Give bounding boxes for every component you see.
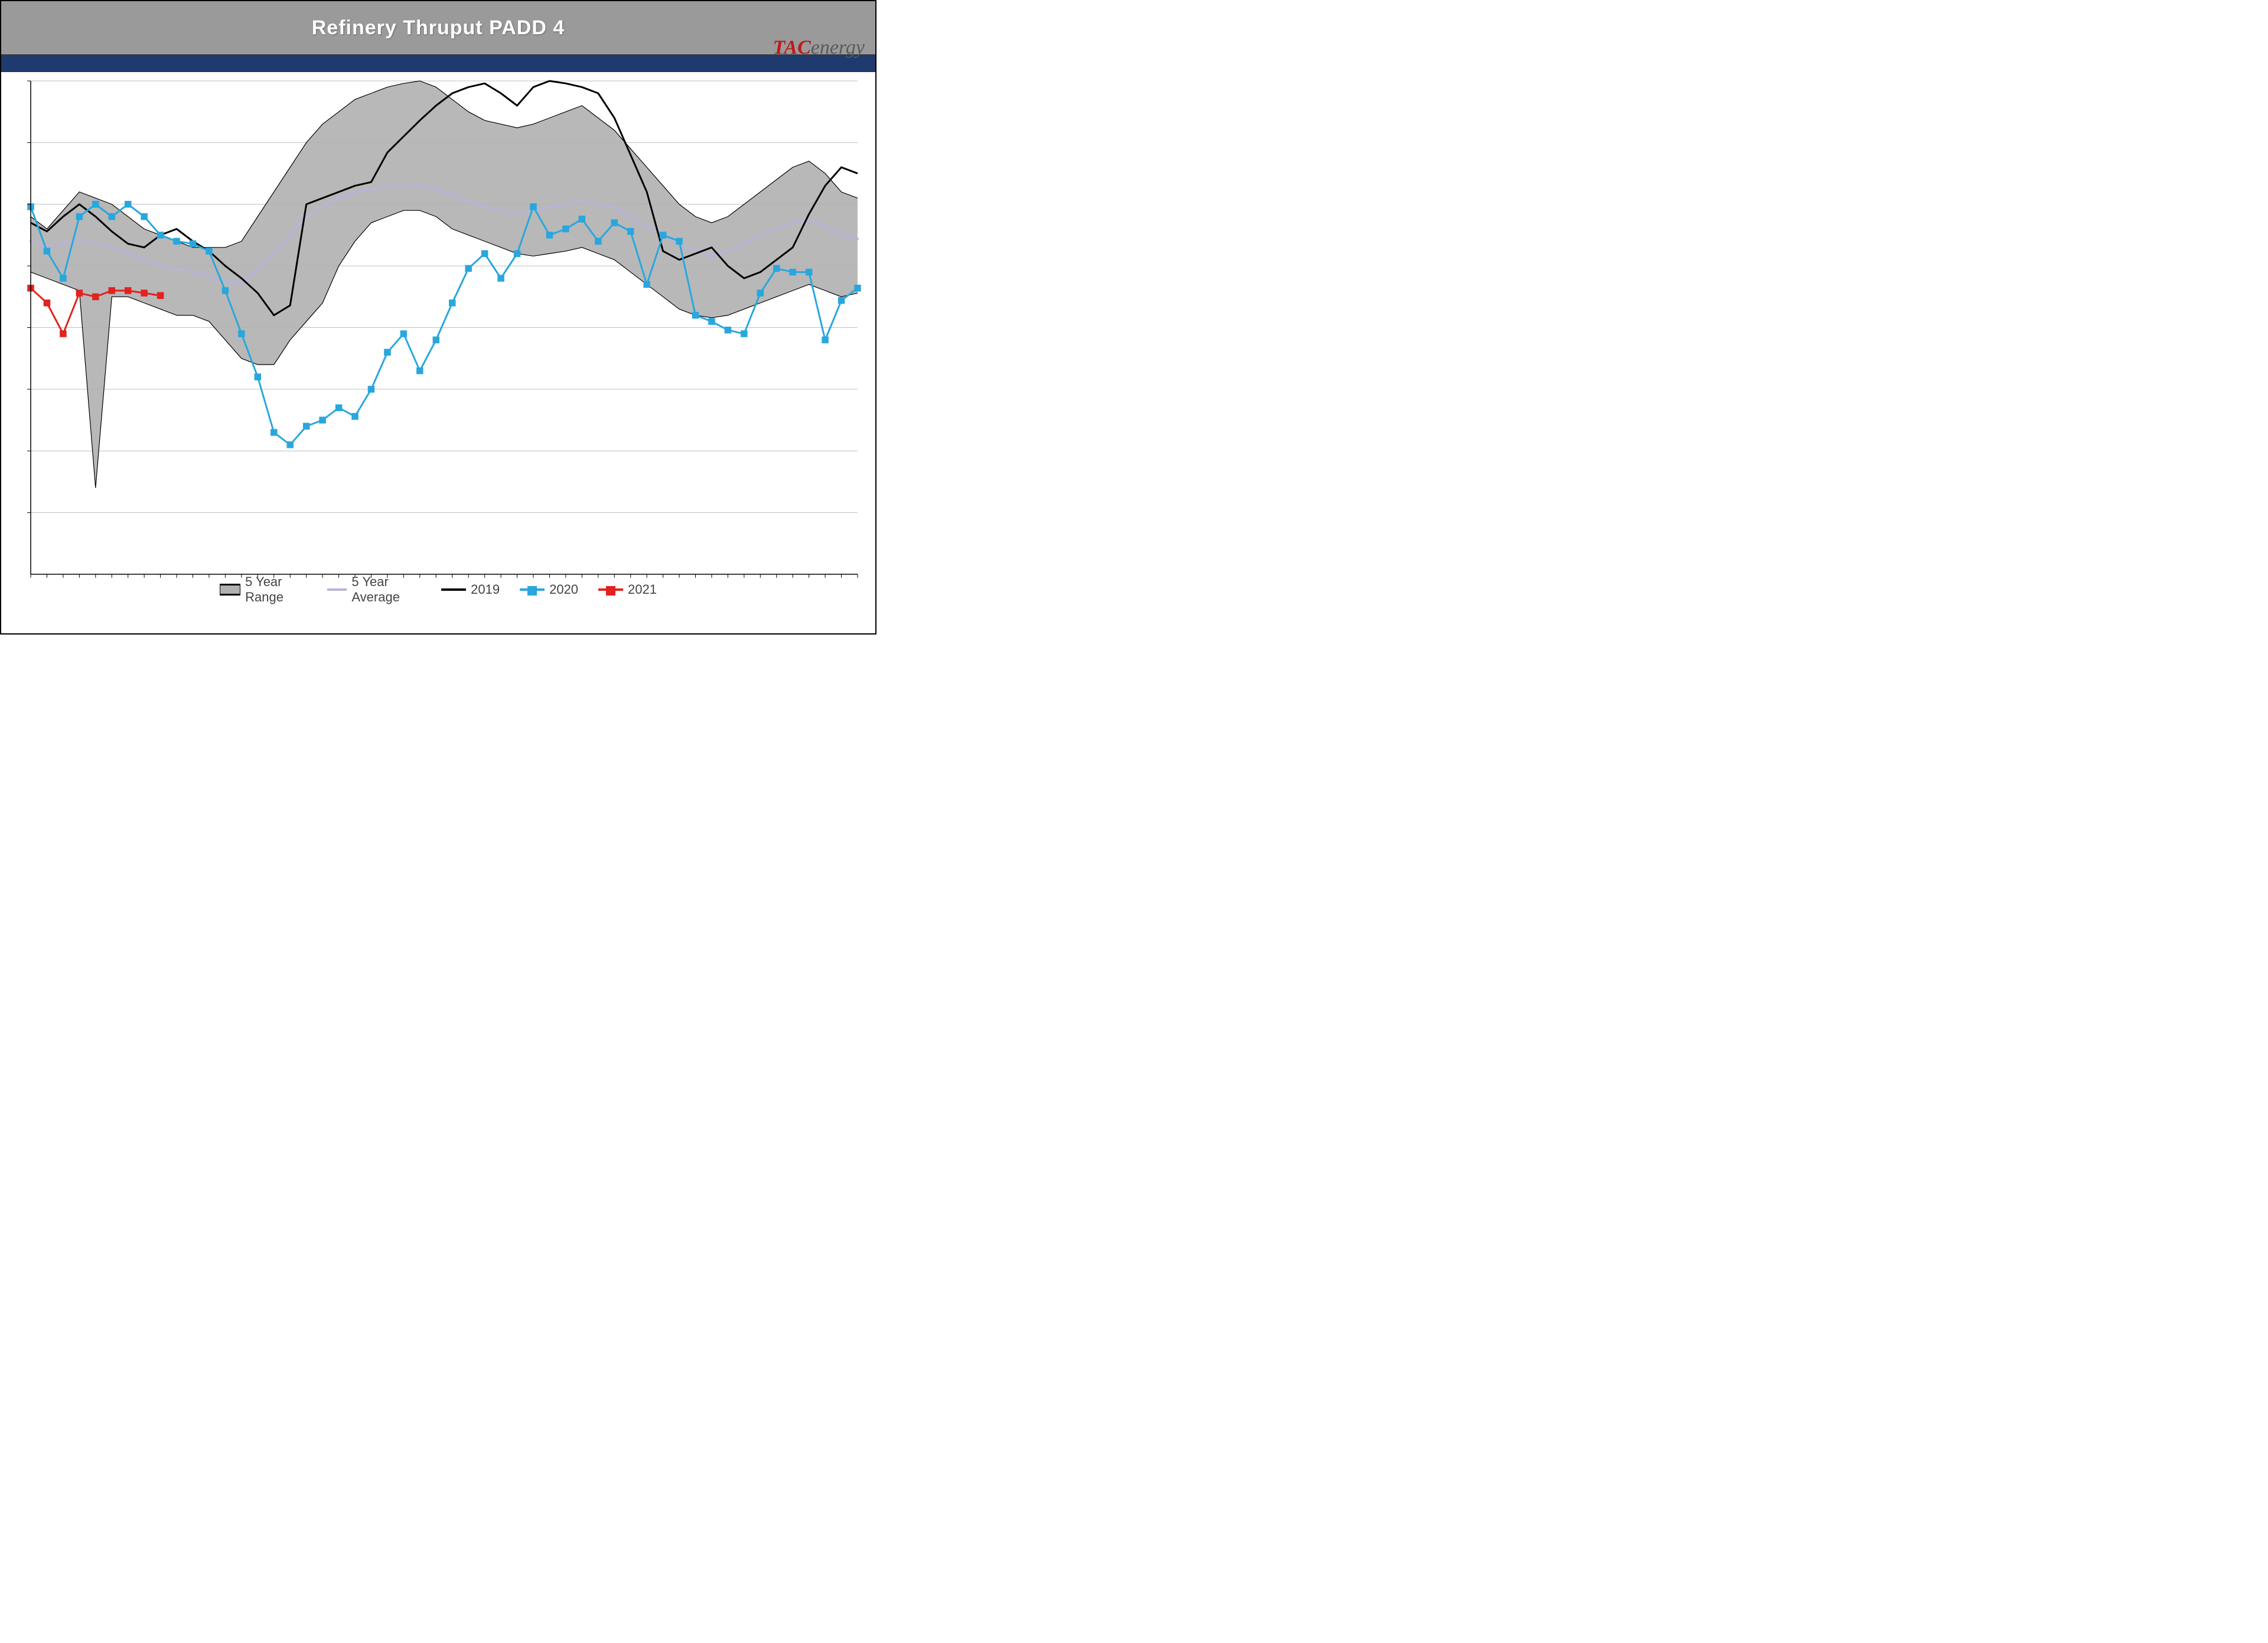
brand-logo: TACenergy [773, 37, 865, 59]
line-2021-icon [598, 588, 623, 591]
legend-label-2019: 2019 [471, 582, 500, 597]
avg-line-icon [327, 588, 347, 591]
chart-container: Refinery Thruput PADD 4 TACenergy 5 Year… [0, 0, 876, 635]
legend-label-avg: 5 Year Average [351, 574, 421, 605]
legend-label-range: 5 Year Range [245, 574, 307, 605]
title-bar: Refinery Thruput PADD 4 [1, 1, 875, 54]
line-2020-icon [520, 588, 545, 591]
chart-title: Refinery Thruput PADD 4 [312, 17, 565, 40]
accent-bar [1, 54, 875, 72]
legend-label-2021: 2021 [628, 582, 657, 597]
legend-item-range: 5 Year Range [220, 574, 307, 605]
legend: 5 Year Range 5 Year Average 2019 2020 20… [220, 574, 657, 605]
chart-svg [25, 78, 863, 616]
legend-item-2020: 2020 [520, 582, 578, 597]
square-marker-icon [606, 586, 615, 596]
line-2019-icon [441, 588, 466, 591]
range-swatch-icon [220, 584, 240, 596]
legend-label-2020: 2020 [549, 582, 578, 597]
logo-suffix: energy [811, 37, 865, 58]
legend-item-avg: 5 Year Average [327, 574, 421, 605]
legend-item-2019: 2019 [441, 582, 500, 597]
legend-item-2021: 2021 [598, 582, 657, 597]
plot-area [25, 78, 863, 616]
square-marker-icon [527, 586, 537, 596]
logo-prefix: TAC [773, 37, 811, 58]
